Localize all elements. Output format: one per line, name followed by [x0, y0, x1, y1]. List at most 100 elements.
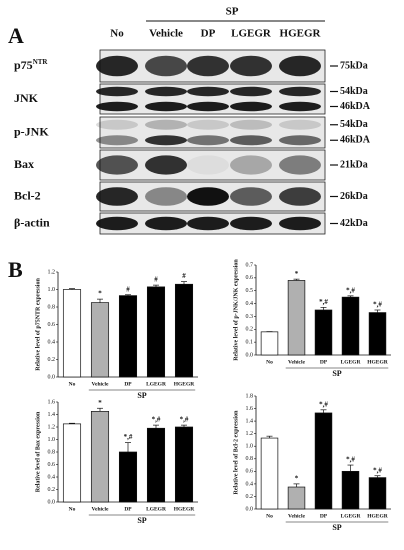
lane-label: No — [110, 28, 124, 40]
annotation: *,# — [319, 298, 328, 306]
group-label: SP — [137, 391, 146, 400]
blot-band — [187, 216, 229, 231]
x-tick-label: No — [69, 381, 76, 387]
blot-band — [279, 187, 321, 206]
x-tick-label: LGEGR — [341, 359, 362, 365]
bar — [287, 486, 306, 510]
bar — [146, 427, 166, 503]
blot-band — [187, 86, 229, 97]
row-label: p75NTR — [14, 58, 48, 72]
blot-band — [279, 86, 321, 97]
row-label: Bax — [14, 157, 34, 171]
panel-label: B — [8, 257, 23, 282]
y-tick-label: 0.8 — [48, 304, 56, 310]
y-tick-label: 0.6 — [246, 275, 254, 281]
x-tick-label: HGEGR — [174, 381, 196, 387]
blot-band — [145, 216, 187, 231]
blot-band — [145, 119, 187, 130]
blot-band — [145, 187, 187, 206]
bar — [341, 470, 360, 510]
blot-band — [187, 55, 229, 77]
y-tick-label: 1.0 — [48, 437, 56, 443]
blot-band — [187, 187, 229, 206]
bar — [118, 295, 138, 378]
x-tick-label: LGEGR — [146, 506, 167, 512]
x-tick-label: LGEGR — [146, 381, 167, 387]
annotation: *,# — [319, 400, 328, 408]
y-axis-label: Relative level of p75NTR expression — [35, 278, 41, 371]
blot-band — [279, 101, 321, 112]
x-tick-label: HGEGR — [174, 506, 196, 512]
y-tick-label: 0.4 — [246, 301, 254, 307]
marker-label: 46kDA — [340, 101, 371, 112]
y-tick-label: 0.2 — [246, 327, 254, 333]
y-axis-label: Relative level of Bax expression — [35, 411, 41, 492]
row-label-text: β-actin — [14, 215, 50, 229]
blot-band — [96, 101, 138, 112]
y-tick-label: 1.0 — [246, 444, 254, 450]
x-tick-label: Vehicle — [288, 359, 305, 365]
blot-band — [279, 216, 321, 231]
lane-label: DP — [201, 28, 216, 40]
y-axis-label: Relative level of Bcl-2 expression — [233, 410, 239, 495]
annotation: *,# — [346, 456, 355, 464]
lane-label: HGEGR — [280, 28, 322, 40]
x-tick-label: LGEGR — [341, 513, 362, 519]
y-tick-label: 0.8 — [246, 456, 254, 462]
blot-band — [96, 155, 138, 175]
y-tick-label: 0.2 — [246, 494, 254, 500]
row-label-text: JNK — [14, 91, 39, 105]
blot-band — [145, 86, 187, 97]
blot-band — [279, 55, 321, 77]
bar — [314, 309, 333, 356]
blot-band — [279, 119, 321, 130]
blot-band — [230, 216, 272, 231]
blot-band — [187, 135, 229, 146]
y-axis-label: Relative level of p-JNK/JNK expression — [233, 259, 239, 361]
x-tick-label: No — [266, 513, 273, 519]
bar — [146, 286, 166, 378]
panel-label: A — [8, 23, 24, 48]
row-label-sup: NTR — [33, 58, 49, 66]
x-tick-label: No — [266, 359, 273, 365]
annotation: # — [182, 272, 186, 280]
annotation: * — [98, 290, 102, 298]
x-tick-label: No — [69, 506, 76, 512]
row-label-text: p-JNK — [14, 124, 49, 138]
bar — [368, 477, 387, 510]
bar — [62, 289, 82, 378]
blot-band — [279, 135, 321, 146]
blot-band — [96, 55, 138, 77]
annotation: *,# — [180, 416, 189, 424]
y-tick-label: 0.0 — [48, 499, 56, 505]
group-label: SP — [226, 6, 239, 18]
y-tick-label: 0.7 — [246, 262, 254, 268]
row-label: Bcl-2 — [14, 188, 41, 202]
y-tick-label: 0.0 — [246, 506, 254, 512]
y-tick-label: 0.4 — [48, 474, 56, 480]
y-tick-label: 1.8 — [246, 393, 254, 399]
y-tick-label: 1.2 — [246, 431, 254, 437]
y-tick-label: 1.4 — [48, 412, 56, 418]
blot-band — [96, 86, 138, 97]
row-label: β-actin — [14, 215, 50, 229]
bar — [90, 302, 110, 378]
y-tick-label: 0.6 — [246, 469, 254, 475]
annotation: * — [295, 270, 299, 278]
annotation: * — [98, 399, 102, 407]
marker-label: 54kDa — [340, 119, 368, 130]
blot-band — [230, 119, 272, 130]
group-label: SP — [137, 516, 146, 525]
y-tick-label: 1.6 — [246, 406, 254, 412]
annotation: *,# — [373, 466, 382, 474]
blot-band — [145, 55, 187, 77]
blot-band — [230, 101, 272, 112]
y-tick-label: 0.3 — [246, 314, 254, 320]
blot-band — [279, 155, 321, 175]
lane-label: LGEGR — [231, 28, 272, 40]
x-tick-label: DP — [124, 506, 132, 512]
group-label: SP — [332, 369, 341, 378]
blot-band — [96, 187, 138, 206]
y-tick-label: 1.0 — [48, 287, 56, 293]
y-tick-label: 0.0 — [246, 352, 254, 358]
